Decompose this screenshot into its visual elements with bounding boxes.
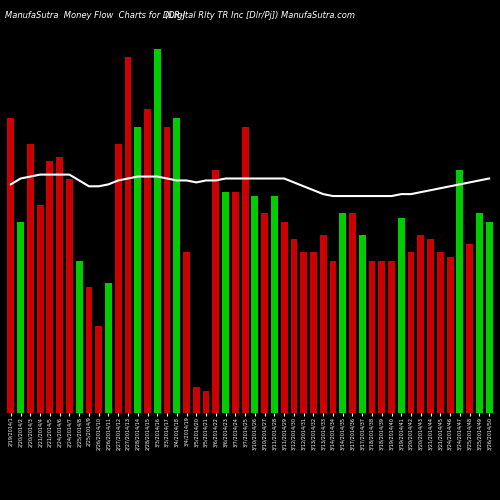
Bar xyxy=(398,218,404,412)
Bar xyxy=(8,118,14,412)
Bar xyxy=(202,391,209,412)
Bar xyxy=(486,222,492,412)
Bar xyxy=(280,222,287,412)
Text: ManufaSutra  Money Flow  Charts for DLR-J: ManufaSutra Money Flow Charts for DLR-J xyxy=(5,12,186,20)
Bar xyxy=(271,196,278,412)
Bar xyxy=(174,118,180,412)
Bar xyxy=(56,157,63,412)
Bar xyxy=(144,109,151,412)
Bar xyxy=(124,57,132,412)
Bar xyxy=(154,48,160,412)
Bar xyxy=(408,252,414,412)
Bar xyxy=(290,239,298,412)
Bar xyxy=(300,252,307,412)
Bar xyxy=(466,244,473,412)
Bar xyxy=(134,126,141,412)
Bar xyxy=(476,213,483,412)
Bar xyxy=(232,192,239,412)
Bar xyxy=(320,235,326,412)
Bar xyxy=(183,252,190,412)
Bar xyxy=(193,386,200,412)
Bar xyxy=(359,235,366,412)
Bar xyxy=(437,252,444,412)
Bar xyxy=(349,213,356,412)
Bar xyxy=(17,222,24,412)
Bar xyxy=(27,144,34,412)
Bar xyxy=(330,261,336,412)
Bar xyxy=(36,204,44,412)
Bar xyxy=(66,178,73,412)
Bar xyxy=(222,192,229,412)
Bar xyxy=(96,326,102,412)
Bar xyxy=(418,235,424,412)
Bar xyxy=(378,261,385,412)
Text: (Digital Rlty TR Inc [Dlr/Pj]) ManufaSutra.com: (Digital Rlty TR Inc [Dlr/Pj]) ManufaSut… xyxy=(165,12,355,20)
Bar xyxy=(388,261,395,412)
Bar xyxy=(86,287,92,412)
Bar xyxy=(115,144,121,412)
Bar xyxy=(456,170,464,412)
Bar xyxy=(261,213,268,412)
Bar xyxy=(164,126,170,412)
Bar xyxy=(212,170,220,412)
Bar xyxy=(105,282,112,412)
Bar xyxy=(252,196,258,412)
Bar xyxy=(368,261,376,412)
Bar xyxy=(242,126,248,412)
Bar xyxy=(46,161,54,412)
Bar xyxy=(76,261,82,412)
Bar xyxy=(310,252,317,412)
Bar xyxy=(427,239,434,412)
Bar xyxy=(340,213,346,412)
Bar xyxy=(446,256,454,412)
